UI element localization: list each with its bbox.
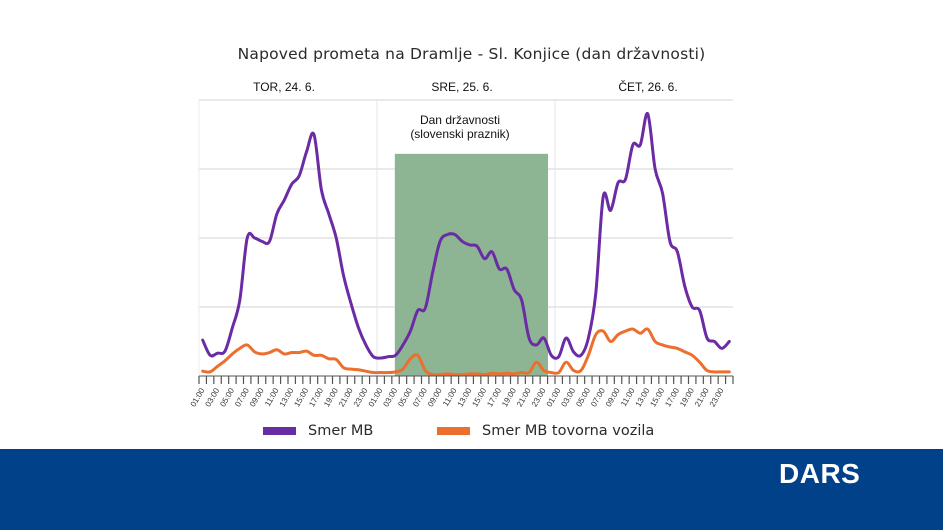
footer-bar <box>0 449 943 530</box>
legend-label: Smer MB tovorna vozila <box>482 423 655 439</box>
legend-label: Smer MB <box>308 423 374 439</box>
x-tick-label: 09:00 <box>248 386 266 408</box>
x-tick-label: 09:00 <box>426 386 444 408</box>
legend-item-smer-mb-tovorna: Smer MB tovorna vozila <box>437 423 654 439</box>
holiday-annotation-line2: (slovenski praznik) <box>410 127 509 141</box>
holiday-highlight-box <box>394 153 548 376</box>
holiday-annotation-line1: Dan državnosti <box>420 113 500 127</box>
series-line-smer-mb <box>201 112 731 360</box>
series-layer <box>201 112 731 377</box>
legend: Smer MB Smer MB tovorna vozila <box>0 423 943 443</box>
legend-item-smer-mb: Smer MB <box>263 423 373 439</box>
dars-logo: DARS <box>779 458 861 489</box>
legend-swatch-purple <box>263 427 296 435</box>
day-label-tuesday: TOR, 24. 6. <box>253 80 315 94</box>
x-tick-label: 09:00 <box>604 386 622 408</box>
legend-swatch-orange <box>437 427 470 435</box>
chart-title: Napoved prometa na Dramlje - Sl. Konjice… <box>237 45 706 63</box>
series-line-smer-mb-tovorna-vozila <box>201 327 731 377</box>
line-chart: TOR, 24. 6. SRE, 25. 6. ČET, 26. 6. Dan … <box>189 79 734 408</box>
x-tick-label: 23:00 <box>708 386 726 408</box>
day-separators <box>376 100 556 376</box>
day-label-wednesday: SRE, 25. 6. <box>431 80 492 94</box>
x-axis: 01:0003:0005:0007:0009:0011:0013:0015:00… <box>189 375 734 408</box>
day-label-thursday: ČET, 26. 6. <box>618 79 677 94</box>
